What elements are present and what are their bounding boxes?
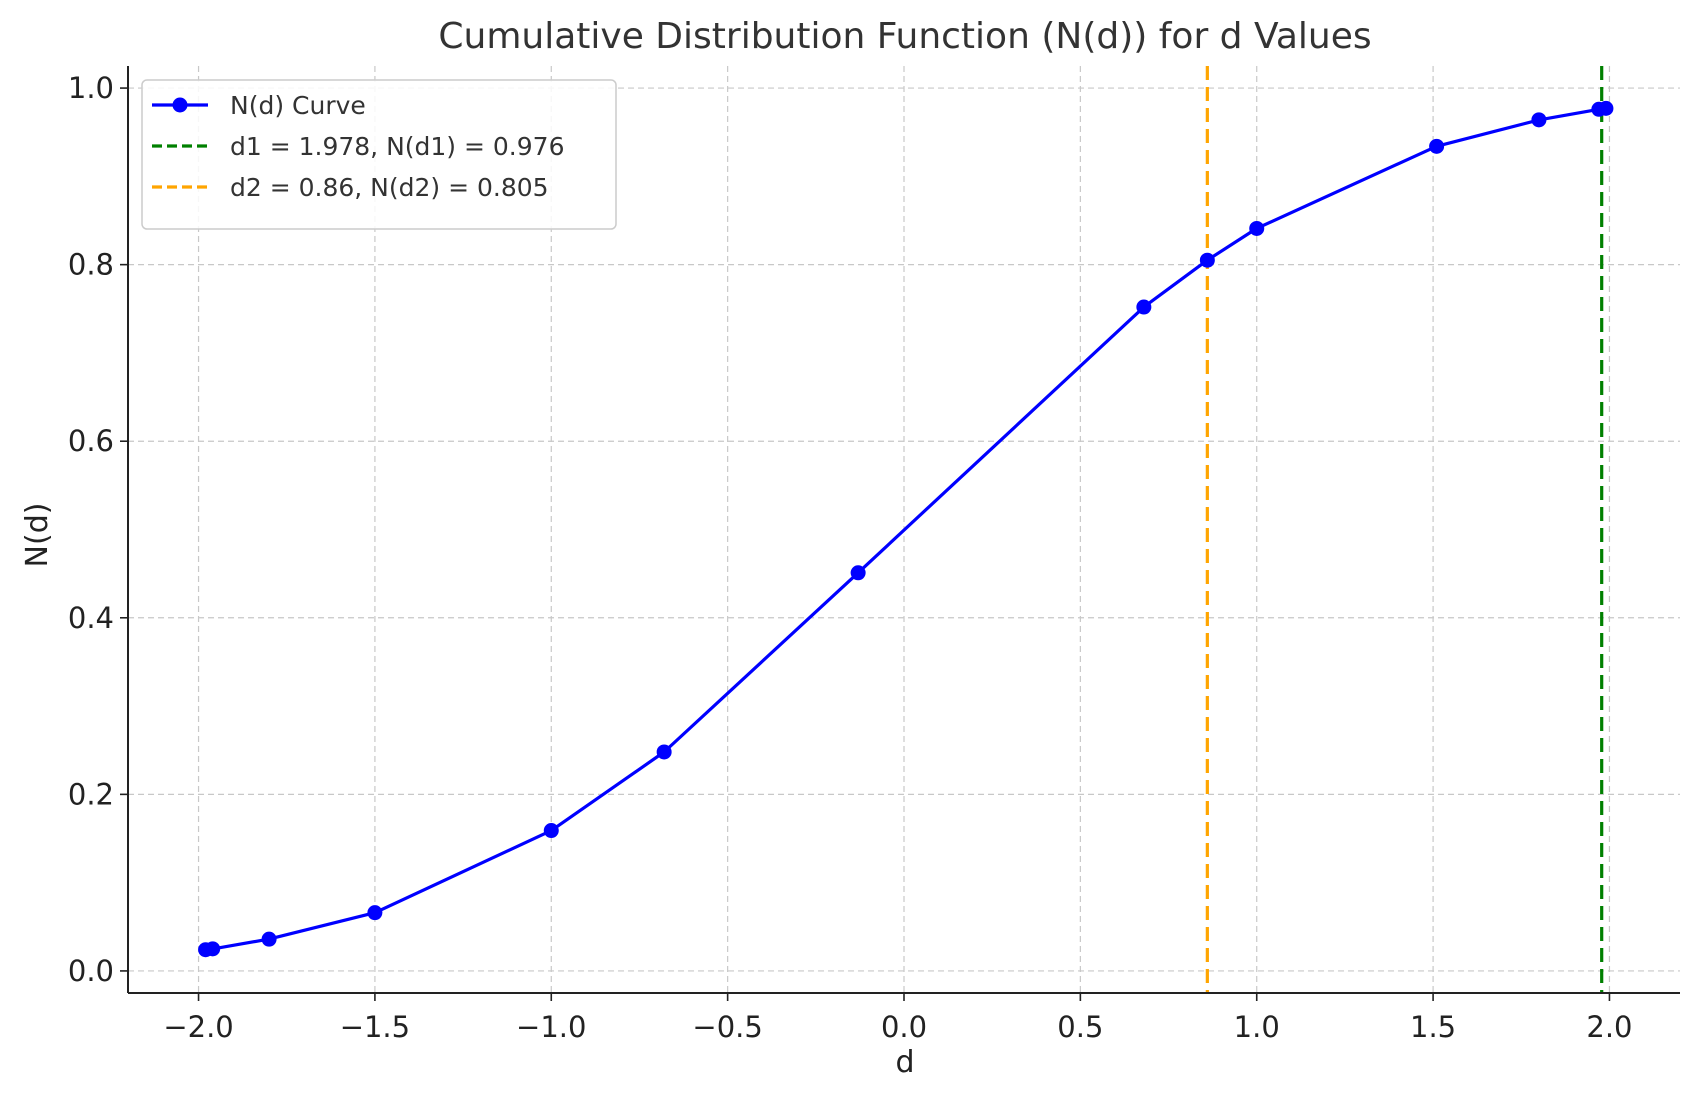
data-point xyxy=(367,905,383,921)
legend-marker xyxy=(172,97,188,113)
y-tick-label: 0.8 xyxy=(68,248,114,282)
data-point xyxy=(1199,252,1215,268)
chart-title: Cumulative Distribution Function (N(d)) … xyxy=(438,16,1371,57)
reference-lines xyxy=(1205,66,1604,993)
x-tick-label: 1.0 xyxy=(1234,1010,1280,1044)
x-tick-label: −2.0 xyxy=(163,1010,233,1044)
y-tick-label: 0.6 xyxy=(68,424,114,458)
legend-box xyxy=(141,79,617,230)
series-layer xyxy=(198,100,1614,958)
x-tick-label: 2.0 xyxy=(1586,1010,1632,1044)
x-tick-label: 0.5 xyxy=(1057,1010,1103,1044)
y-tick-label: 0.4 xyxy=(68,601,114,635)
data-point xyxy=(1136,299,1152,315)
data-point xyxy=(1598,100,1614,116)
x-tick-label: 1.5 xyxy=(1410,1010,1456,1044)
data-point xyxy=(656,744,672,760)
legend-label: d1 = 1.978, N(d1) = 0.976 xyxy=(230,132,564,161)
legend-label: d2 = 0.86, N(d2) = 0.805 xyxy=(230,173,549,202)
y-tick-label: 1.0 xyxy=(68,71,114,105)
data-point xyxy=(543,823,559,839)
y-axis-title: N(d) xyxy=(20,503,55,568)
data-point xyxy=(850,565,866,581)
x-tick-label: −0.5 xyxy=(692,1010,762,1044)
data-point xyxy=(261,931,277,947)
data-point xyxy=(1531,112,1547,128)
legend: N(d) Curve d1 = 1.978, N(d1) = 0.976 d2 = … xyxy=(141,79,617,230)
data-point xyxy=(1249,220,1265,236)
x-axis-title: d xyxy=(895,1045,914,1080)
ticks: −2.0 −1.5 −1.0 −0.5 0.0 0.5 1.0 1.5 2.0 0.0 0.2 0.4… xyxy=(68,71,1633,1044)
y-tick-label: 0.2 xyxy=(68,777,114,811)
data-point xyxy=(205,941,221,957)
x-tick-label: 0.0 xyxy=(881,1010,927,1044)
x-tick-label: −1.0 xyxy=(516,1010,586,1044)
y-tick-label: 0.0 xyxy=(68,954,114,988)
legend-label: N(d) Curve xyxy=(230,91,366,120)
data-point xyxy=(1429,138,1445,154)
x-tick-label: −1.5 xyxy=(340,1010,410,1044)
series-line xyxy=(205,106,1607,952)
